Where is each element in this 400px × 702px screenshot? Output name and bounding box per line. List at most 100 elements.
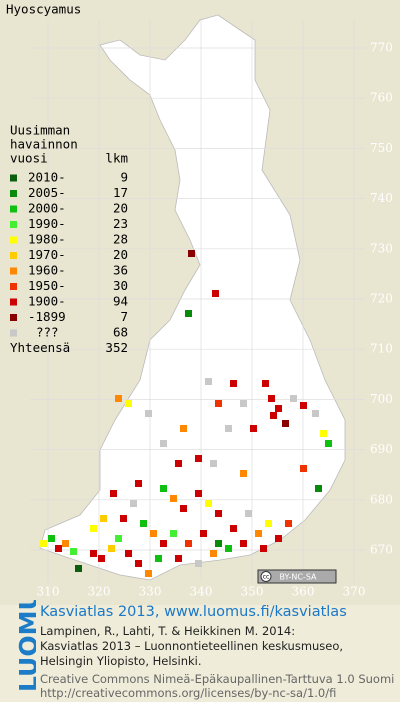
occurrence-square (195, 455, 202, 462)
grid-x-label: 320 (88, 585, 111, 599)
citation-line: Helsingin Yliopisto, Helsinki. (40, 654, 202, 668)
occurrence-square (325, 440, 332, 447)
occurrence-square (170, 530, 177, 537)
legend-count: 9 (120, 170, 128, 185)
legend-swatch (10, 236, 17, 244)
license-line: http://creativecommons.org/licenses/by-n… (40, 686, 337, 700)
legend-label: 1960- (28, 263, 66, 278)
occurrence-square (40, 540, 47, 547)
legend-label: 1900- (28, 294, 66, 309)
occurrence-square (212, 290, 219, 297)
occurrence-square (98, 555, 105, 562)
occurrence-square (160, 485, 167, 492)
occurrence-square (205, 500, 212, 507)
occurrence-square (185, 310, 192, 317)
footer-link: Kasviatlas 2013, www.luomus.fi/kasviatla… (40, 604, 347, 620)
occurrence-square (200, 530, 207, 537)
occurrence-square (290, 395, 297, 402)
occurrence-square (215, 540, 222, 547)
occurrence-square (48, 535, 55, 542)
occurrence-square (225, 545, 232, 552)
occurrence-square (120, 515, 127, 522)
occurrence-square (260, 545, 267, 552)
occurrence-square (225, 425, 232, 432)
occurrence-square (180, 425, 187, 432)
license-badge: BY-NC-SA (279, 573, 317, 582)
legend-label: ??? (36, 325, 59, 340)
occurrence-square (240, 470, 247, 477)
occurrence-square (275, 535, 282, 542)
occurrence-square (270, 412, 277, 419)
legend: 2010- 9 2005- 17 2000- 20 1990- 23 1980- 28 1970- 2… (10, 170, 128, 355)
grid-y-label: 700 (370, 392, 393, 406)
grid-y-label: 750 (370, 141, 393, 155)
occurrence-square (90, 550, 97, 557)
occurrence-square (210, 460, 217, 467)
grid-y-label: 730 (370, 241, 393, 255)
grid-x-label: 330 (139, 585, 162, 599)
occurrence-square (160, 440, 167, 447)
luomus-logo: LUOMUS (14, 600, 36, 692)
legend-count: 36 (113, 263, 128, 278)
legend-label: 2010- (28, 170, 66, 185)
occurrence-square (255, 530, 262, 537)
legend-swatch (10, 283, 17, 290)
legend-label: 1990- (28, 216, 66, 231)
citation-line: Lampinen, R., Lahti, T. & Heikkinen M. 2… (40, 624, 296, 638)
occurrence-square (275, 405, 282, 412)
legend-swatch (10, 190, 17, 197)
legend-swatch (10, 298, 17, 306)
legend-heading: vuosi (10, 151, 48, 166)
legend-label: -1899 (28, 309, 66, 324)
license-line: Creative Commons Nimeä-Epäkaupallinen-Ta… (40, 672, 395, 686)
legend-heading: havainnon (10, 137, 78, 152)
grid-x-label: 370 (343, 585, 366, 599)
occurrence-square (55, 545, 62, 552)
occurrence-square (210, 550, 217, 557)
svg-text:cc: cc (263, 574, 270, 581)
occurrence-square (320, 430, 327, 437)
legend-heading: Uusimman (10, 123, 70, 138)
grid-x-label: 350 (241, 585, 264, 599)
legend-count: 20 (113, 247, 128, 262)
occurrence-square (135, 480, 142, 487)
occurrence-square (75, 565, 82, 572)
species-title: Hyoscyamus (6, 2, 81, 17)
legend-swatch (10, 267, 17, 275)
occurrence-square (185, 540, 192, 547)
legend-swatch (10, 252, 17, 259)
grid-y-label: 670 (370, 543, 393, 557)
grid-x-label: 310 (37, 585, 60, 599)
legend-swatch (10, 329, 17, 337)
occurrence-square (300, 402, 307, 409)
occurrence-square (180, 505, 187, 512)
occurrence-square (230, 380, 237, 387)
occurrence-square (135, 560, 142, 567)
occurrences (40, 250, 332, 577)
logo: LUOMUS (14, 600, 36, 692)
occurrence-square (100, 515, 107, 522)
grid-y-label: 690 (370, 442, 393, 456)
occurrence-square (205, 378, 212, 385)
grid-x-label: 360 (292, 585, 315, 599)
legend-count: 28 (113, 232, 128, 247)
map: Hyoscyamus Uusimman havainnon vuosi lkm … (6, 1, 393, 599)
occurrence-square (300, 465, 307, 472)
occurrence-square (130, 500, 137, 507)
occurrence-square (215, 510, 222, 517)
legend-count: 68 (113, 325, 128, 340)
occurrence-square (262, 380, 269, 387)
occurrence-square (175, 460, 182, 467)
occurrence-square (315, 485, 322, 492)
occurrence-square (282, 420, 289, 427)
occurrence-square (125, 550, 132, 557)
grid-y-label: 770 (370, 41, 393, 55)
occurrence-square (240, 400, 247, 407)
occurrence-square (195, 490, 202, 497)
grid-y-label: 710 (370, 342, 393, 356)
occurrence-square (175, 555, 182, 562)
occurrence-square (145, 570, 152, 577)
grid-y-label: 720 (370, 292, 393, 306)
legend-count: 23 (113, 216, 128, 231)
occurrence-square (285, 520, 292, 527)
